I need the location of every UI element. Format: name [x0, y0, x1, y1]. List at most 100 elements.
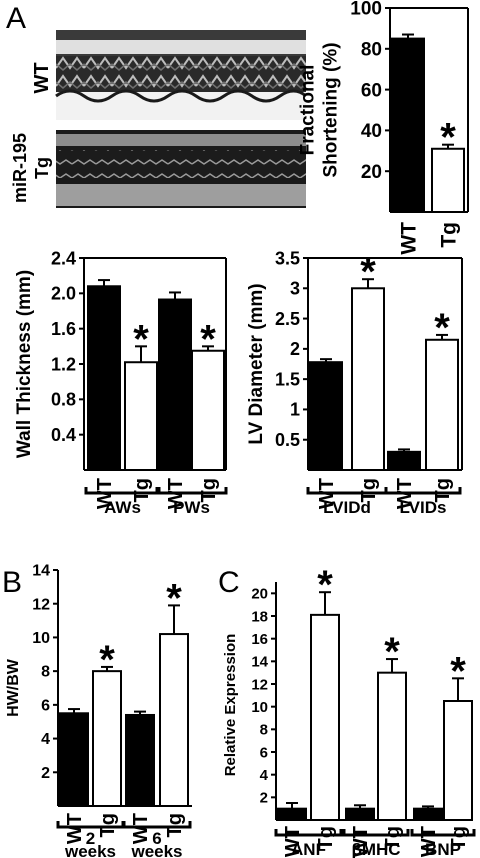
panel-letter-c: C — [218, 566, 240, 599]
group-bracket — [410, 829, 476, 837]
y-tick-label: 2.5 — [275, 309, 300, 329]
group-bracket — [155, 487, 228, 495]
bar-wt — [158, 298, 192, 471]
group-bracket — [122, 821, 192, 829]
y-tick-label: 3 — [290, 279, 300, 299]
echo-image-wt — [55, 30, 307, 120]
y-tick-label: 12 — [251, 676, 268, 693]
significance-star: * — [317, 563, 333, 607]
category-label: Tg — [382, 826, 404, 850]
bar-wt — [387, 450, 421, 472]
group-bracket — [84, 487, 161, 495]
y-tick-label: 0.4 — [51, 425, 76, 445]
significance-star: * — [360, 250, 376, 294]
bar-tg — [431, 147, 465, 213]
significance-star: * — [200, 317, 216, 361]
significance-star: * — [440, 116, 456, 160]
bar-tg — [124, 361, 158, 472]
y-tick-label: 2.0 — [51, 284, 76, 304]
y-tick-label: 1.5 — [275, 369, 300, 389]
group-label: 6 — [152, 829, 161, 848]
significance-star: * — [384, 630, 400, 674]
echo-label-tg-line2: Tg — [32, 157, 52, 179]
bar-wt — [413, 807, 443, 822]
y-tick-label: 0.8 — [51, 390, 76, 410]
group-bracket — [274, 829, 343, 837]
category-label: Tg — [164, 813, 186, 837]
y-tick-label: 12 — [32, 596, 50, 613]
significance-star: * — [450, 649, 466, 693]
group-label: ANF — [291, 840, 326, 858]
y-tick-label: 18 — [251, 608, 268, 625]
y-tick-label: 14 — [251, 654, 268, 671]
bar-wt — [345, 807, 375, 822]
group-label: βMHC — [351, 840, 400, 858]
y-axis-label: Shortening (%) — [321, 42, 342, 177]
y-tick-label: 100 — [350, 0, 382, 20]
bar-tg — [159, 633, 189, 807]
echo-label-tg-line1: miR-195 — [10, 133, 30, 203]
group-label: weeks — [130, 842, 182, 858]
echo-label-wt: WT — [31, 62, 53, 93]
y-tick-label: 60 — [361, 80, 382, 101]
chart-lv-diameter: 0.511.522.533.5LV Diameter (mm)WT*Tg WT*T… — [246, 248, 463, 517]
bar-wt — [391, 37, 425, 213]
group-label: 2 — [86, 829, 95, 848]
category-label: Tg — [432, 478, 454, 502]
bar-tg — [351, 287, 385, 471]
y-axis-label: Fractional — [298, 65, 319, 156]
y-tick-label: 2 — [290, 339, 300, 359]
group-label: AWs — [104, 498, 141, 517]
y-axis-label: Wall Thickness (mm) — [14, 270, 35, 458]
significance-star: * — [166, 576, 182, 620]
y-tick-label: 0.5 — [275, 430, 300, 450]
y-tick-label: 10 — [32, 630, 50, 647]
y-tick-label: 3.5 — [275, 248, 300, 268]
bar-wt — [277, 807, 307, 822]
group-bracket — [384, 487, 462, 495]
bar-wt — [87, 285, 121, 471]
y-tick-label: 2 — [260, 790, 268, 807]
category-label: Tg — [97, 813, 119, 837]
bar-tg — [425, 338, 459, 471]
group-label: LVIDs — [400, 498, 447, 517]
panel-letter-a: A — [6, 2, 26, 35]
y-tick-label: 10 — [251, 699, 268, 716]
y-tick-label: 16 — [251, 631, 268, 648]
bar-tg — [443, 700, 473, 821]
group-label: LVIDd — [323, 498, 371, 517]
category-label: WT — [64, 813, 86, 844]
y-tick-label: 4 — [41, 731, 50, 748]
y-tick-label: 8 — [260, 722, 268, 739]
echo-image-tg — [56, 130, 306, 208]
y-tick-label: 6 — [260, 744, 268, 761]
panel-letter-b: B — [2, 566, 22, 599]
bar-tg — [92, 670, 122, 808]
group-bracket — [342, 829, 410, 837]
y-tick-label: 80 — [361, 39, 382, 60]
category-label: Tg — [198, 478, 220, 502]
bar-tg — [191, 349, 225, 471]
bar-tg — [377, 671, 407, 822]
y-tick-label: 14 — [32, 563, 50, 580]
y-tick-label: 20 — [361, 162, 382, 183]
y-tick-label: 1.6 — [51, 319, 76, 339]
bar-wt — [309, 361, 343, 472]
y-tick-label: 4 — [260, 767, 269, 784]
significance-star: * — [133, 317, 149, 361]
y-tick-label: 1.2 — [51, 354, 76, 374]
y-tick-label: 8 — [41, 664, 50, 681]
group-label: PWs — [173, 498, 210, 517]
y-axis-label: Relative Expression — [222, 634, 239, 777]
group-label: BNP — [425, 840, 461, 858]
category-label: WT — [397, 222, 420, 255]
bar-tg — [310, 613, 340, 821]
category-label: WT — [130, 813, 152, 844]
significance-star: * — [434, 306, 450, 350]
group-label: weeks — [64, 842, 116, 858]
y-tick-label: 20 — [251, 586, 268, 603]
